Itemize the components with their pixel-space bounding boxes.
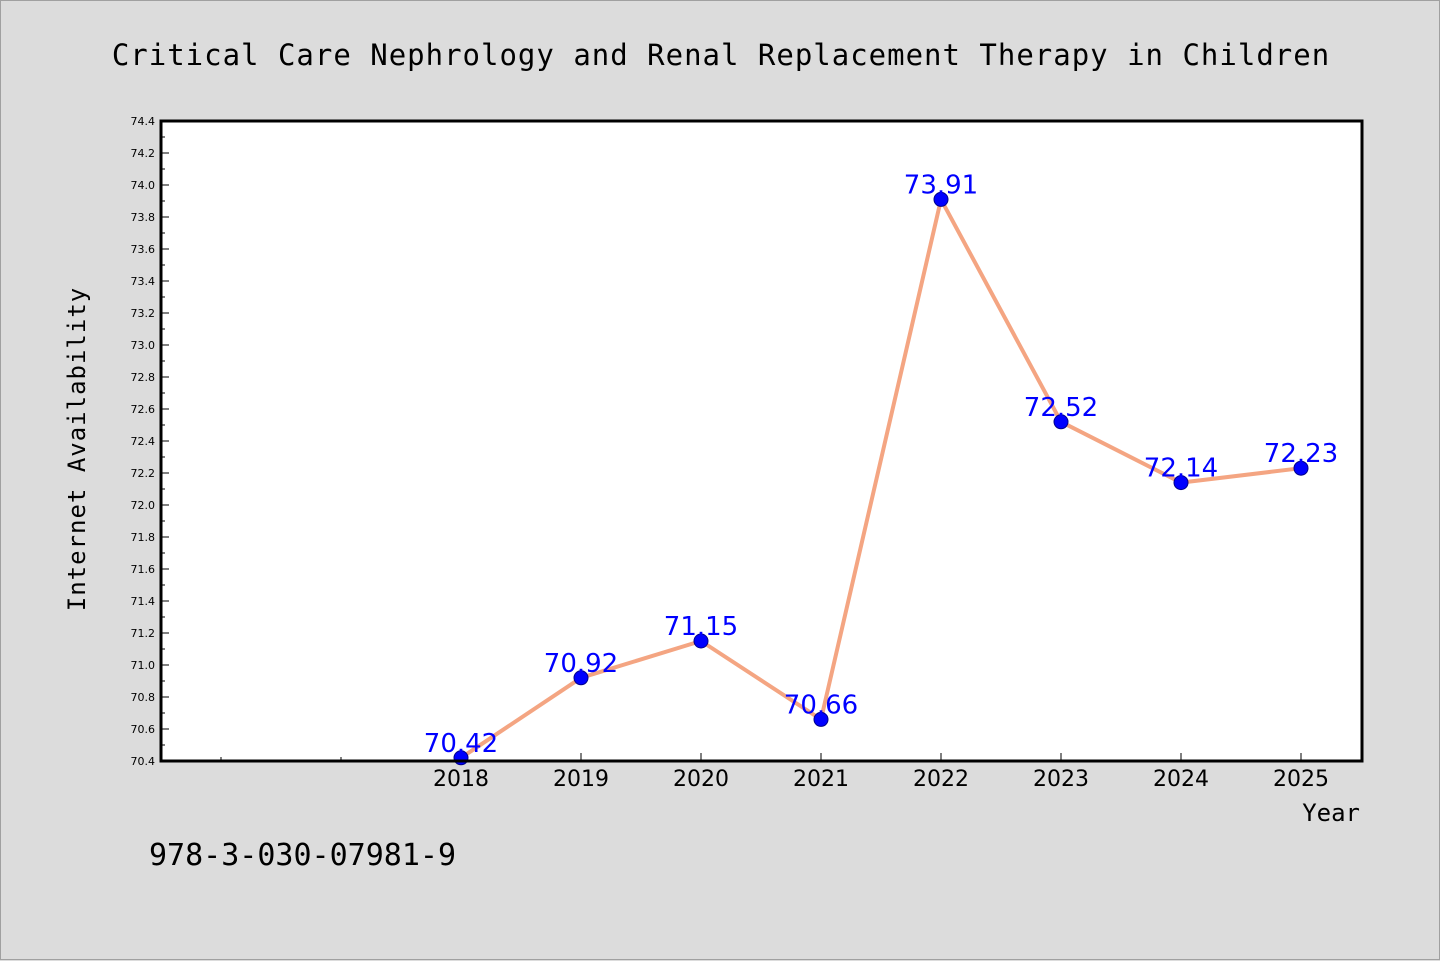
y-tick-label: 71.4 [131, 595, 156, 608]
y-tick-label: 73.0 [131, 339, 156, 352]
y-tick-label: 72.8 [131, 371, 156, 384]
data-points [453, 191, 1309, 766]
y-tick-label: 70.8 [131, 691, 156, 704]
y-tick-label: 73.2 [131, 307, 156, 320]
data-label: 70.42 [424, 729, 498, 759]
chart-title: Critical Care Nephrology and Renal Repla… [112, 38, 1330, 72]
x-tick-label: 2020 [673, 767, 729, 792]
y-axis: 70.4 70.6 70.8 71.0 71.2 71.4 71.6 71.8 72.0 72.2… [131, 115, 169, 768]
data-label: 71.15 [664, 612, 738, 642]
data-point [1173, 475, 1189, 491]
isbn-text: 978-3-030-07981-9 [149, 838, 456, 873]
y-tick-label: 74.4 [131, 115, 156, 128]
x-tick-label: 2023 [1033, 767, 1089, 792]
data-point [813, 711, 829, 727]
y-tick-label: 74.2 [131, 147, 156, 160]
y-tick-label: 73.8 [131, 211, 156, 224]
x-axis-label: Year [1302, 799, 1360, 827]
x-tick-label: 2025 [1273, 767, 1329, 792]
x-tick-label: 2022 [913, 767, 969, 792]
y-tick-label: 73.4 [131, 275, 156, 288]
x-tick-label: 2021 [793, 767, 849, 792]
data-point [693, 633, 709, 649]
x-tick-label: 2024 [1153, 767, 1209, 792]
data-label: 72.14 [1144, 454, 1218, 484]
y-tick-label: 71.0 [131, 659, 156, 672]
y-tick-label: 74.0 [131, 179, 156, 192]
plot-border [159, 119, 1364, 763]
data-point [1053, 414, 1069, 430]
y-tick-label: 72.0 [131, 499, 156, 512]
data-label: 72.52 [1024, 393, 1098, 423]
data-point [1293, 460, 1309, 476]
series-line [459, 197, 1302, 760]
data-point [573, 670, 589, 686]
x-axis: 2018 2019 2020 2021 2022 2023 2024 2025 [220, 753, 1329, 792]
x-tick-label: 2019 [553, 767, 609, 792]
data-label: 70.66 [784, 690, 858, 720]
y-tick-label: 71.2 [131, 627, 156, 640]
data-point [933, 191, 949, 207]
y-tick-label: 70.4 [131, 755, 156, 768]
data-label: 70.92 [544, 649, 618, 679]
y-tick-label: 70.6 [131, 723, 156, 736]
y-tick-label: 73.6 [131, 243, 156, 256]
y-tick-label: 71.6 [131, 563, 156, 576]
x-tick-label: 2018 [433, 767, 489, 792]
data-label: 73.91 [904, 170, 978, 200]
y-tick-label: 72.2 [131, 467, 156, 480]
data-label: 72.23 [1264, 439, 1338, 469]
y-tick-label: 72.4 [131, 435, 156, 448]
y-tick-label: 72.6 [131, 403, 156, 416]
data-labels: 70.42 70.92 71.15 70.66 73.91 72.52 72.14 72.23 [424, 170, 1338, 758]
plot-area [161, 121, 1362, 761]
y-tick-label: 71.8 [131, 531, 156, 544]
y-axis-label: Internet Availability [63, 287, 91, 611]
